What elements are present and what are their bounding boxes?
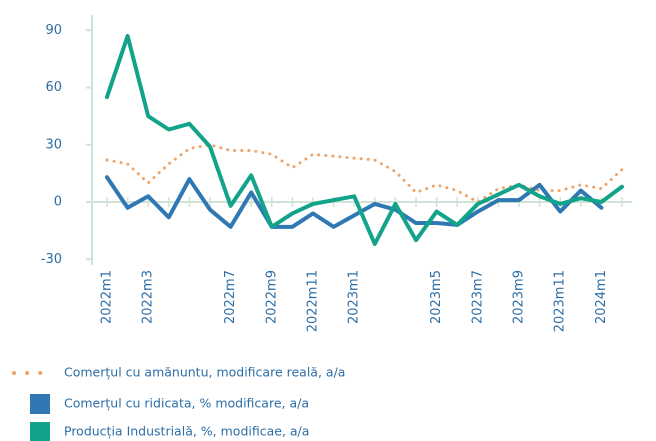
series-line <box>105 33 624 247</box>
x-tick-label: 2022m1 <box>100 270 115 324</box>
x-tick-label: 2022m7 <box>223 270 238 324</box>
legend-label: Comerțul cu amănuntu, modificare reală, … <box>64 365 345 380</box>
x-tick-label: 2023m11 <box>553 270 568 332</box>
y-tick-label: 90 <box>45 23 62 38</box>
x-tick-label: 2024m1 <box>594 270 609 324</box>
x-tick-label: 2023m7 <box>470 270 485 324</box>
x-tick-label: 2022m9 <box>264 270 279 324</box>
legend-label: Producția Industrială, %, modificae, a/a <box>64 424 309 439</box>
y-tick-label: -30 <box>41 252 62 267</box>
legend-swatch <box>30 394 50 414</box>
legend-swatch <box>30 422 50 441</box>
y-tick-label: 60 <box>45 80 62 95</box>
series-line <box>105 143 624 204</box>
y-tick-label: 0 <box>54 195 62 210</box>
x-tick-label: 2023m9 <box>512 270 527 324</box>
x-tick-label: 2022m3 <box>141 270 156 324</box>
legend-label: Comerțul cu ridicata, % modificare, a/a <box>64 396 309 411</box>
x-tick-label: 2022m11 <box>306 270 321 332</box>
y-tick-label: 30 <box>45 137 62 152</box>
x-tick-label: 2023m1 <box>347 270 362 324</box>
x-tick-label: 2023m5 <box>429 270 444 324</box>
series-line <box>105 175 604 229</box>
